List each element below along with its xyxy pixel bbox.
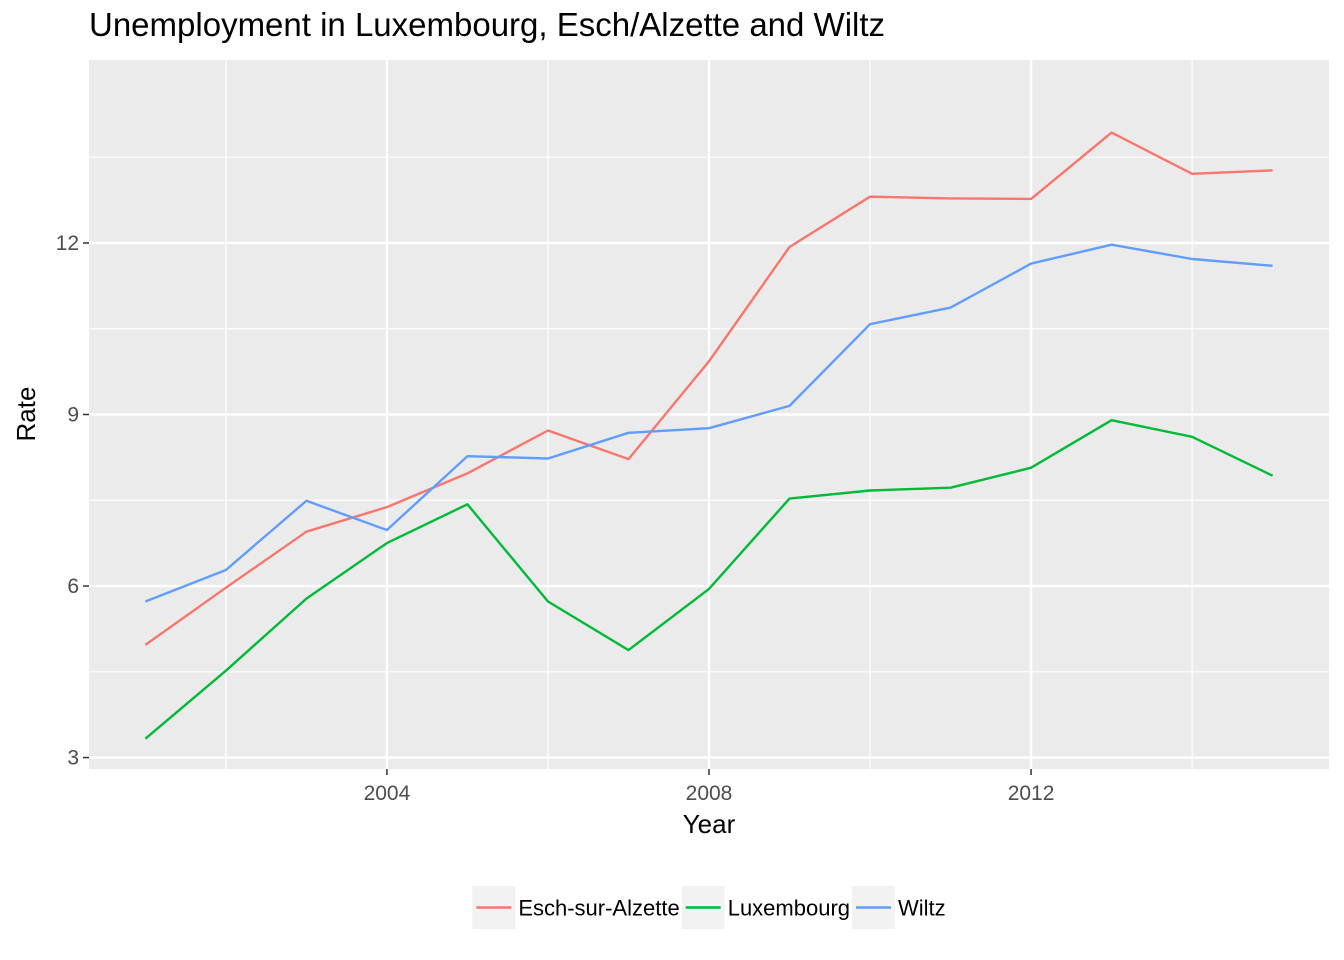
series-lines bbox=[144, 131, 1274, 740]
y-tick-label: 3 bbox=[67, 747, 79, 770]
y-tick-label: 12 bbox=[56, 232, 79, 255]
legend-item: Esch-sur-Alzette bbox=[472, 886, 680, 929]
x-tick-label: 2008 bbox=[686, 782, 733, 805]
y-tick-label: 9 bbox=[67, 404, 79, 427]
series-line bbox=[144, 131, 1273, 646]
series-line bbox=[144, 419, 1274, 740]
y-axis-title: Rate bbox=[11, 387, 41, 442]
legend-label: Esch-sur-Alzette bbox=[518, 896, 679, 921]
legend-label: Luxembourg bbox=[728, 896, 850, 921]
y-tick-label: 6 bbox=[67, 575, 79, 598]
x-axis-title: Year bbox=[683, 809, 736, 839]
grid-major bbox=[89, 60, 1329, 769]
legend-label: Wiltz bbox=[898, 896, 946, 921]
legend-item: Wiltz bbox=[852, 886, 946, 929]
y-axis: 3 6 9 12 bbox=[56, 232, 89, 770]
x-axis: 2004 2008 2012 bbox=[364, 769, 1055, 805]
x-tick-label: 2004 bbox=[364, 782, 411, 805]
chart-title: Unemployment in Luxembourg, Esch/Alzette… bbox=[89, 6, 886, 43]
x-tick-label: 2012 bbox=[1008, 782, 1055, 805]
series-line bbox=[144, 243, 1273, 603]
legend-item: Luxembourg bbox=[681, 886, 850, 929]
legend: Esch-sur-Alzette Luxembourg Wiltz bbox=[472, 886, 946, 929]
